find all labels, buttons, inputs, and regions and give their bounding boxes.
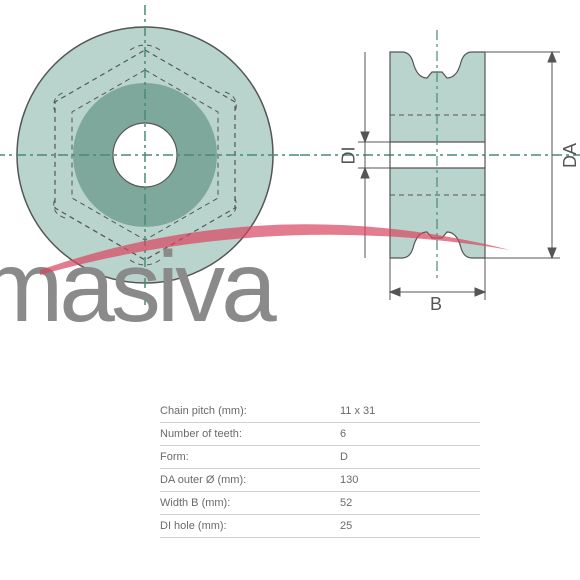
spec-row: Form: D: [160, 446, 480, 469]
drawing-svg: [0, 0, 580, 380]
spec-value: D: [340, 451, 480, 463]
spec-row: Width B (mm): 52: [160, 492, 480, 515]
spec-value: 52: [340, 497, 480, 509]
spec-label: DA outer Ø (mm):: [160, 474, 340, 486]
front-view: [0, 5, 300, 305]
spec-table: Chain pitch (mm): 11 x 31 Number of teet…: [160, 400, 480, 538]
spec-row: Number of teeth: 6: [160, 423, 480, 446]
spec-value: 25: [340, 520, 480, 532]
technical-drawing: DI DA B: [0, 0, 580, 380]
spec-value: 130: [340, 474, 480, 486]
dim-label-b: B: [430, 294, 442, 315]
spec-row: DI hole (mm): 25: [160, 515, 480, 538]
spec-label: Form:: [160, 451, 340, 463]
dim-label-di: DI: [339, 147, 360, 165]
spec-value: 11 x 31: [340, 405, 480, 417]
spec-value: 6: [340, 428, 480, 440]
spec-row: Chain pitch (mm): 11 x 31: [160, 400, 480, 423]
spec-row: DA outer Ø (mm): 130: [160, 469, 480, 492]
dim-label-da: DA: [560, 143, 580, 168]
spec-label: Width B (mm):: [160, 497, 340, 509]
spec-label: Chain pitch (mm):: [160, 405, 340, 417]
spec-label: DI hole (mm):: [160, 520, 340, 532]
spec-label: Number of teeth:: [160, 428, 340, 440]
